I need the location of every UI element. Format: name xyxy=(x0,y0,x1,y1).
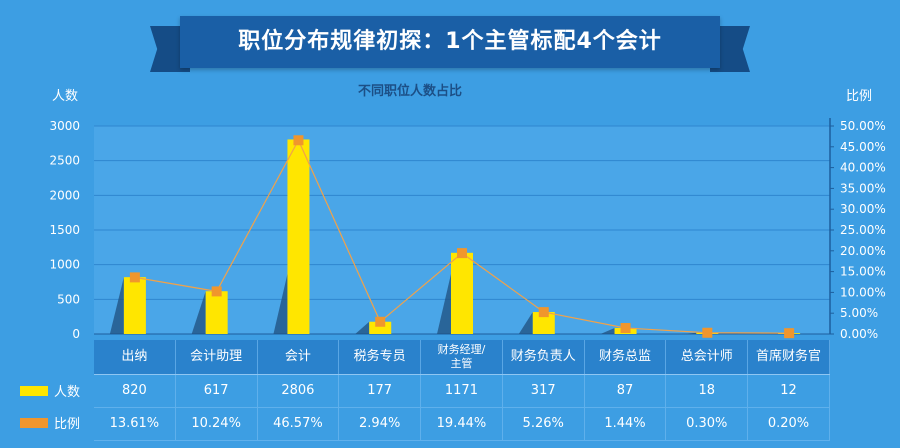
table-ratio-cell: 46.57% xyxy=(258,408,340,440)
right-tick-label: 15.00% xyxy=(840,265,886,279)
table-category-cell: 总会计师 xyxy=(666,340,749,374)
table-count-cell: 2806 xyxy=(258,375,340,407)
left-axis-title: 人数 xyxy=(52,89,79,104)
right-tick-label: 10.00% xyxy=(840,285,886,299)
bar-shadow xyxy=(191,291,206,334)
legend-count-swatch xyxy=(20,385,48,396)
right-tick-label: 35.00% xyxy=(840,181,886,195)
data-table: 出纳 会计助理 会计 税务专员 财务经理/ 主管 财务负责人 财务总监 总会计师 首席财务官 8… xyxy=(94,340,830,441)
left-tick-label: 500 xyxy=(57,292,80,306)
ratio-point xyxy=(784,328,795,339)
bar xyxy=(369,321,392,334)
bar xyxy=(287,139,310,334)
bar-shadow xyxy=(109,277,124,334)
table-count-cell: 12 xyxy=(748,375,830,407)
table-category-cell: 出纳 xyxy=(94,340,176,374)
right-tick-label: 40.00% xyxy=(840,161,886,175)
table-count-cell: 177 xyxy=(339,375,422,407)
table-category-cell: 会计 xyxy=(258,340,340,374)
ratio-point xyxy=(457,248,467,259)
left-tick-label: 0 xyxy=(72,327,80,341)
chart-subtitle: 不同职位人数占比 xyxy=(357,84,462,99)
ratio-point xyxy=(702,327,713,338)
right-tick-label: 5.00% xyxy=(840,306,878,320)
bar xyxy=(451,252,473,334)
table-ratio-cell: 10.24% xyxy=(176,408,258,440)
table-ratio-cell: 19.44% xyxy=(421,408,503,440)
bar-shadow xyxy=(437,274,451,334)
bar-shadow xyxy=(355,321,370,334)
table-ratio-cell: 13.61% xyxy=(94,408,176,440)
ratio-point xyxy=(620,323,631,334)
left-tick-label: 2500 xyxy=(49,154,80,168)
chart-title: 职位分布规律初探：1个主管标配4个会计 xyxy=(238,29,662,54)
table-count-cell: 18 xyxy=(666,375,749,407)
ratio-point xyxy=(211,286,222,297)
table-count-row: 820 617 2806 177 1171 317 87 18 12 xyxy=(94,375,830,408)
title-banner: 职位分布规律初探：1个主管标配4个会计 xyxy=(150,16,750,72)
left-tick-label: 1000 xyxy=(49,258,80,272)
legend-ratio: 比例 xyxy=(20,413,80,432)
right-tick-label: 45.00% xyxy=(840,140,886,154)
table-category-cell: 会计助理 xyxy=(176,340,258,374)
legend-count: 人数 xyxy=(20,381,80,400)
left-tick-label: 3000 xyxy=(49,119,80,133)
table-ratio-row: 13.61% 10.24% 46.57% 2.94% 19.44% 5.26% 1.44% 0… xyxy=(94,408,830,441)
table-category-cell: 财务经理/ 主管 xyxy=(421,340,503,374)
bar xyxy=(205,291,228,334)
legend-count-label: 人数 xyxy=(54,385,81,400)
bar-shadow xyxy=(518,312,533,334)
table-count-cell: 1171 xyxy=(421,375,503,407)
table-ratio-cell: 1.44% xyxy=(585,408,667,440)
right-tick-label: 0.00% xyxy=(840,327,878,341)
bar-shadow xyxy=(682,332,697,334)
table-category-cell: 首席财务官 xyxy=(748,340,830,374)
right-tick-label: 30.00% xyxy=(840,202,886,216)
bar xyxy=(532,312,555,334)
bar-shadow xyxy=(600,327,615,334)
table-ratio-cell: 5.26% xyxy=(503,408,585,440)
left-tick-label: 2000 xyxy=(49,188,80,202)
legend-ratio-swatch xyxy=(20,417,48,428)
table-category-cell: 税务专员 xyxy=(339,340,422,374)
left-tick-label: 1500 xyxy=(49,223,80,237)
legend-ratio-label: 比例 xyxy=(54,417,81,432)
banner-body xyxy=(180,16,720,68)
table-category-row: 出纳 会计助理 会计 税务专员 财务经理/ 主管 财务负责人 财务总监 总会计师 首席财务官 xyxy=(94,340,830,375)
table-count-cell: 820 xyxy=(94,375,176,407)
table-ratio-cell: 0.30% xyxy=(666,408,749,440)
right-tick-label: 25.00% xyxy=(840,223,886,237)
bar-shadow xyxy=(273,274,288,334)
table-count-cell: 617 xyxy=(176,375,258,407)
ratio-point xyxy=(538,307,549,318)
ratio-point xyxy=(293,135,304,146)
right-tick-label: 50.00% xyxy=(840,119,886,133)
table-category-cell: 财务负责人 xyxy=(503,340,585,374)
right-tick-label: 20.00% xyxy=(840,244,886,258)
table-ratio-cell: 0.20% xyxy=(748,408,830,440)
ratio-point xyxy=(129,272,140,283)
table-count-cell: 87 xyxy=(585,375,667,407)
bar xyxy=(123,277,146,334)
table-category-cell: 财务总监 xyxy=(585,340,667,374)
right-axis-title: 比例 xyxy=(846,89,873,104)
table-count-cell: 317 xyxy=(503,375,585,407)
table-ratio-cell: 2.94% xyxy=(339,408,422,440)
ratio-point xyxy=(375,316,386,327)
